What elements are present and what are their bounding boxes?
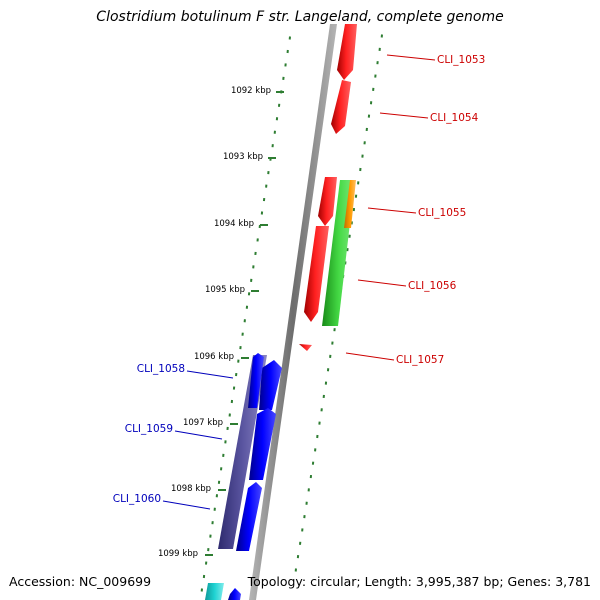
gene-label-cli-1054[interactable]: CLI_1054: [379, 112, 479, 124]
label-leader: [386, 54, 436, 61]
gene-cli-1055-orange-block[interactable]: [344, 180, 356, 228]
kbp-tick-1096: 1096 kbp: [194, 352, 249, 362]
accession-text: Accession: NC_009699: [9, 574, 152, 589]
tick-label: 1096 kbp: [194, 352, 234, 362]
label-leader: [367, 207, 417, 214]
tick-label: 1094 kbp: [214, 219, 254, 229]
label-text: CLI_1060: [113, 493, 161, 505]
gene-label-cli-1060[interactable]: CLI_1060: [113, 493, 211, 510]
gene-cyan-block[interactable]: [205, 583, 224, 600]
gene-label-cli-1053[interactable]: CLI_1053: [386, 54, 485, 66]
kbp-tick-1097: 1097 kbp: [183, 418, 238, 428]
gene-cli-1053-arrow[interactable]: [337, 24, 357, 80]
tick-label: 1098 kbp: [171, 484, 211, 494]
label-text: CLI_1056: [408, 280, 457, 292]
gene-cli-1058-arrow[interactable]: [259, 360, 282, 410]
label-text: CLI_1059: [125, 423, 173, 435]
gene-cli-1060-arrow[interactable]: [236, 482, 262, 551]
gene-cli-1059-arrow[interactable]: [249, 408, 276, 480]
label-leader: [162, 500, 211, 510]
label-leader: [379, 112, 429, 119]
label-leader: [186, 370, 234, 379]
label-text: CLI_1054: [430, 112, 479, 124]
label-leader: [357, 279, 407, 287]
tick-label: 1097 kbp: [183, 418, 223, 428]
gene-label-cli-1056[interactable]: CLI_1056: [357, 279, 457, 292]
tick-dot-track-left: [200, 36, 291, 592]
gene-label-cli-1057[interactable]: CLI_1057: [345, 352, 444, 366]
label-text: CLI_1053: [437, 54, 485, 66]
label-text: CLI_1057: [396, 354, 444, 366]
gene-label-cli-1059[interactable]: CLI_1059: [125, 423, 223, 440]
gene-label-cli-1058[interactable]: CLI_1058: [137, 363, 234, 379]
label-text: CLI_1058: [137, 363, 185, 375]
gene-cli-1056-arrow[interactable]: [304, 226, 329, 322]
map-title: Clostridium botulinum F str. Langeland, …: [96, 9, 504, 25]
kbp-tick-1094: 1094 kbp: [214, 219, 268, 229]
kbp-tick-1092: 1092 kbp: [231, 86, 284, 96]
gene-cli-1054-arrow[interactable]: [331, 80, 351, 134]
label-leader: [174, 430, 223, 440]
gene-label-cli-1055[interactable]: CLI_1055: [367, 207, 466, 219]
gene-cli-1057-arrow[interactable]: [299, 344, 312, 351]
genome-backbone: [249, 24, 337, 600]
kbp-tick-1095: 1095 kbp: [205, 285, 259, 295]
kbp-tick-1098: 1098 kbp: [171, 484, 226, 494]
topology-text: Topology: circular; Length: 3,995,387 bp…: [247, 574, 591, 589]
label-text: CLI_1055: [418, 207, 466, 219]
tick-label: 1099 kbp: [158, 549, 198, 559]
gene-small-left-arrow[interactable]: [248, 353, 264, 408]
label-leader: [345, 352, 395, 361]
tick-label: 1095 kbp: [205, 285, 245, 295]
gene-cli-1055-arrow[interactable]: [318, 177, 337, 226]
kbp-tick-1099: 1099 kbp: [158, 549, 213, 559]
kbp-tick-1093: 1093 kbp: [223, 152, 276, 162]
tick-label: 1092 kbp: [231, 86, 271, 96]
tick-label: 1093 kbp: [223, 152, 263, 162]
gene-blue-partial-arrow[interactable]: [228, 588, 241, 600]
